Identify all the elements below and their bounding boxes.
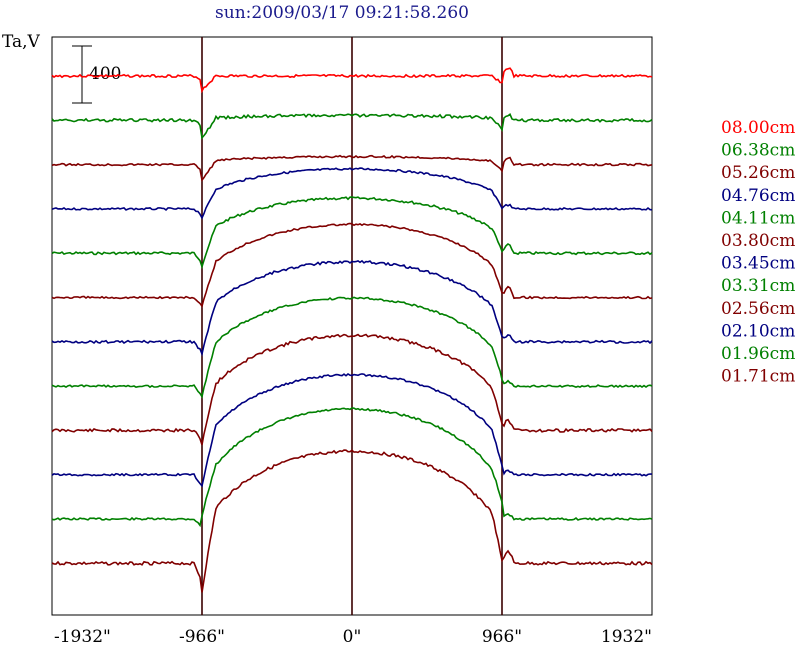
x-tick-label: -1932" (54, 627, 111, 647)
series-line-01.71cm (51, 449, 653, 593)
legend-entry: 06.38cm (721, 141, 795, 161)
x-tick-labels: -1932" -966" 0" 966" 1932" (54, 627, 652, 647)
series-line-01.96cm (51, 407, 653, 528)
legend-entry: 01.96cm (721, 344, 795, 364)
legend-entry: 08.00cm (721, 118, 795, 138)
legend-entry: 01.71cm (721, 367, 795, 387)
legend-entry: 03.45cm (721, 254, 795, 274)
legend-entry: 02.56cm (721, 299, 795, 319)
legend-entry: 04.11cm (721, 208, 795, 228)
series-line-03.45cm (51, 259, 653, 357)
series-line-04.76cm (51, 167, 653, 220)
legend-entry: 02.10cm (721, 321, 795, 341)
legend-entry: 03.80cm (721, 231, 795, 251)
chart-title: sun:2009/03/17 09:21:58.260 (215, 3, 469, 23)
limb-lines (201, 37, 503, 615)
series-line-04.11cm (51, 196, 653, 270)
series-line-06.38cm (51, 113, 653, 140)
y-axis-label: Ta,V (2, 32, 41, 52)
series-line-03.31cm (51, 296, 653, 399)
series-line-08.00cm (51, 67, 653, 94)
x-tick-label: -966" (179, 627, 225, 647)
series-line-05.26cm (51, 154, 653, 183)
legend-entry: 04.76cm (721, 186, 795, 206)
scale-bar-label: 400 (89, 64, 121, 84)
x-tick-label: 966" (482, 627, 522, 647)
series-line-02.10cm (51, 373, 653, 488)
scale-bar: 400 (72, 45, 121, 104)
series-line-03.80cm (51, 222, 653, 309)
series-group (51, 67, 653, 593)
x-tick-label: 0" (343, 627, 362, 647)
legend-entry: 05.26cm (721, 163, 795, 183)
series-line-02.56cm (51, 333, 653, 446)
x-tick-label: 1932" (601, 627, 652, 647)
legend-entry: 03.31cm (721, 276, 795, 296)
